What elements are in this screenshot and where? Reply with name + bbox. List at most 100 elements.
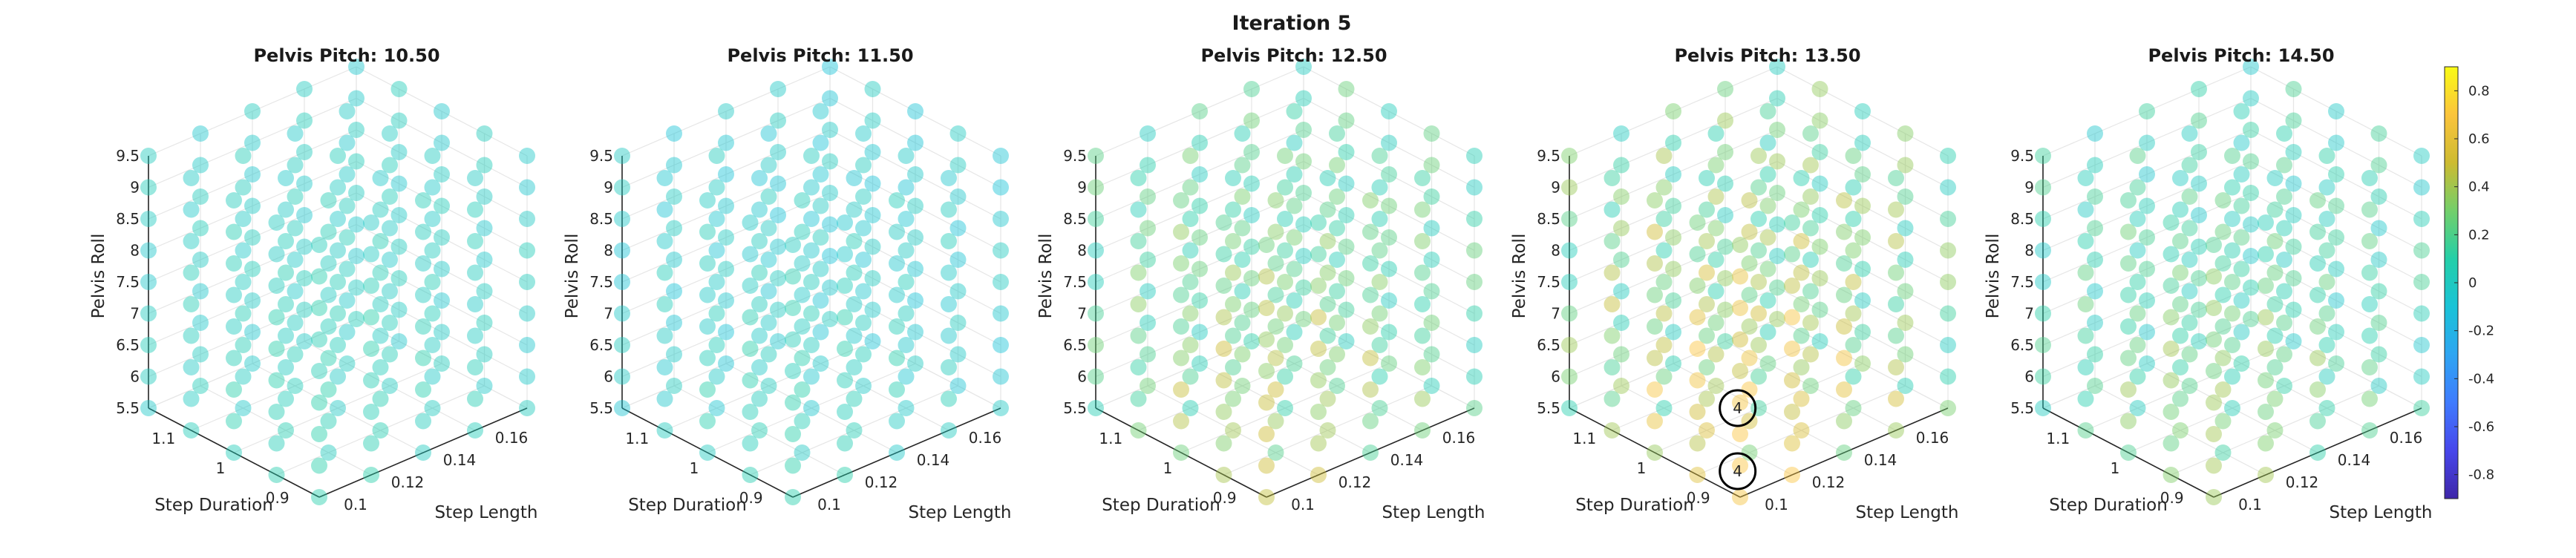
data-point [415,318,431,335]
data-point [699,318,716,335]
data-point [907,324,923,341]
data-point [434,103,450,119]
data-point [1295,122,1312,138]
data-point [1423,283,1440,300]
data-point [2224,305,2240,322]
data-point [1854,166,1871,183]
data-point [864,333,881,349]
data-point [2206,237,2222,253]
data-point [2214,381,2232,398]
data-point [718,260,734,278]
data-point [1717,333,1733,349]
data-point [1845,337,1862,353]
data-point [2224,179,2240,196]
data-point [1897,283,1914,300]
data-point [2266,359,2284,375]
data-point [1707,220,1725,237]
data-point [2285,207,2302,223]
data-point [2318,400,2335,416]
data-point [1267,444,1284,461]
colorbar-tick-label: 0.8 [2468,83,2490,99]
data-point [1784,278,1800,294]
data-point [751,359,768,375]
data-point [699,413,716,430]
data-point [1561,274,1578,290]
data-point [1665,229,1681,246]
annotation-marker: 4 [1719,452,1757,490]
data-point [244,324,261,341]
colorbar-tick-label: 0.2 [2468,227,2490,243]
data-point [1130,201,1147,218]
data-point [2224,368,2240,385]
data-point [339,229,356,246]
data-point [1759,197,1776,214]
data-point [2077,390,2094,407]
z-tick-label: 7.5 [2010,273,2034,291]
data-point [1319,390,1336,407]
y-tick-label: 1 [690,459,699,477]
data-point [1699,264,1715,281]
data-point [1225,327,1241,344]
data-point [803,148,820,164]
data-point [2258,467,2274,483]
data-point [1258,237,1275,253]
data-point [311,489,327,505]
data-point [1854,260,1871,278]
data-point [1784,246,1800,263]
data-point [1191,166,1208,183]
data-point [226,318,242,335]
data-point [2328,134,2344,151]
data-point [1888,264,1904,281]
data-point [770,207,786,223]
z-tick-label: 5.5 [2010,399,2034,417]
data-point [1717,270,1733,286]
z-tick-label: 6.5 [589,336,613,354]
data-point [1191,260,1208,278]
data-point [1759,134,1776,151]
data-point [1130,233,1147,249]
y-axis-label: Step Duration [154,496,273,515]
data-point [434,229,450,246]
data-point [1784,214,1800,231]
data-point [339,292,356,309]
data-point [855,378,872,394]
data-point [1717,81,1733,97]
data-point [855,283,872,300]
data-point [2328,324,2344,341]
data-point [2077,264,2094,281]
data-point [1329,346,1345,363]
data-point [1414,201,1431,218]
z-tick-label: 7.5 [589,273,613,291]
data-point [339,166,356,183]
data-point [2285,301,2302,318]
data-point [1604,359,1621,375]
data-point [1286,355,1303,372]
data-point [822,90,838,107]
data-point [278,422,294,439]
data-point [2214,223,2232,240]
data-point [2206,426,2222,442]
data-point [348,311,365,327]
data-point [1811,301,1828,318]
data-point [1741,286,1758,303]
data-point [296,238,313,255]
data-point [140,211,157,227]
data-point [434,260,450,278]
data-point [1793,170,1810,186]
data-point [1655,337,1673,353]
data-point [1243,238,1260,255]
data-point [330,148,346,164]
data-point [382,220,398,237]
data-point [2191,301,2207,318]
data-point [476,315,493,331]
data-point [1604,201,1621,218]
data-point [2328,103,2344,119]
data-point [424,242,441,259]
y-axis-line [148,407,320,498]
data-point [770,175,786,192]
data-point [949,125,967,142]
data-point [476,252,493,268]
data-point [2413,274,2430,290]
data-point [1423,346,1440,363]
data-point [1381,134,1397,151]
